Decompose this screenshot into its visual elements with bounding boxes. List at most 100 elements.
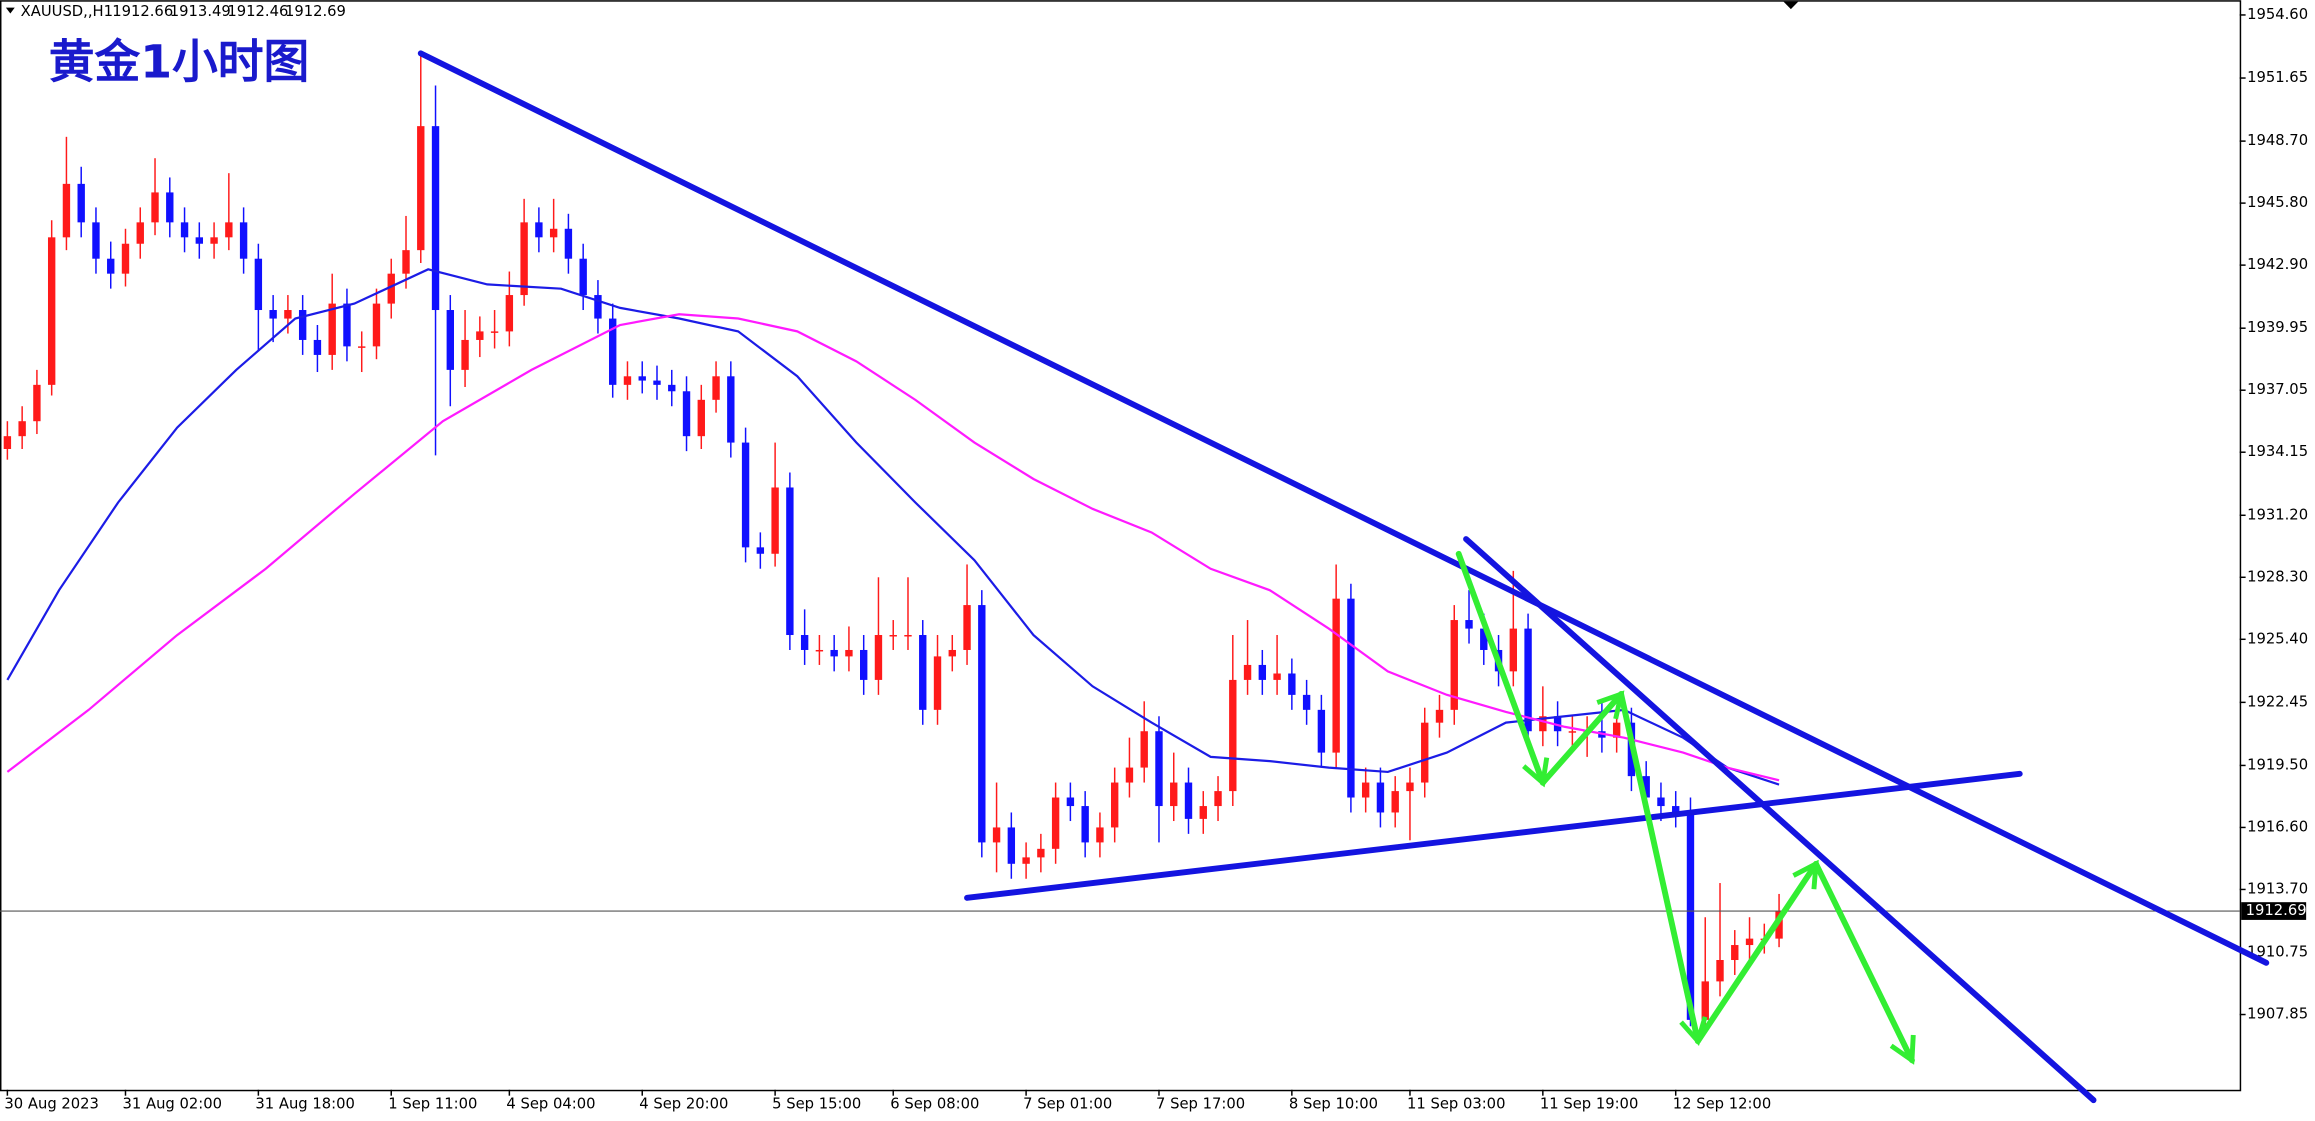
candle-body [815, 649, 824, 652]
candle-body [461, 339, 469, 370]
x-tick-label: 11 Sep 03:00 [1407, 1096, 1505, 1113]
candle-body [298, 310, 307, 340]
quote-low: 1912.46 [227, 3, 288, 20]
candle-body [1465, 620, 1473, 629]
header-icon [5, 7, 15, 14]
candle-body [978, 605, 986, 843]
annotations [417, 50, 2270, 1104]
y-tick-label: 1948.70 [2247, 132, 2308, 149]
trend-line [417, 50, 2270, 966]
candle-body [1317, 709, 1326, 753]
candle-body [1140, 731, 1148, 768]
candle-body [1288, 673, 1296, 695]
candle-body [210, 237, 218, 244]
y-tick-label: 1937.05 [2247, 381, 2308, 398]
y-tick-label: 1925.40 [2247, 630, 2308, 647]
candle-body [1243, 664, 1252, 680]
candle-body [490, 331, 499, 333]
candle-body [904, 635, 912, 637]
candle-body [239, 222, 248, 259]
y-tick-label: 1910.75 [2247, 944, 2308, 961]
y-tick-label: 1934.15 [2247, 443, 2308, 460]
candle-body [431, 126, 440, 311]
candle-body [786, 487, 794, 636]
candle-body [1716, 960, 1724, 982]
y-tick-label: 1907.85 [2247, 1006, 2308, 1023]
candle-body [47, 237, 56, 385]
candle-body [446, 310, 454, 370]
candle-body [1450, 620, 1458, 710]
x-tick-label: 31 Aug 02:00 [123, 1096, 222, 1113]
candle-body [402, 250, 410, 274]
x-tick-label: 8 Sep 10:00 [1289, 1096, 1378, 1113]
arrow [1618, 691, 1698, 1041]
candle-body [269, 310, 277, 319]
candle-body [653, 380, 661, 385]
candle-body [520, 222, 528, 296]
candle-body [1642, 776, 1650, 798]
candle-body [800, 635, 809, 650]
candle-body [1539, 716, 1547, 732]
candle-body [33, 384, 41, 422]
candle-body [313, 339, 322, 355]
moving-average [6, 268, 1780, 786]
candle-body [1421, 722, 1429, 783]
candle-body [328, 303, 336, 355]
candle-body [992, 827, 1001, 843]
candle-body [771, 487, 779, 554]
quote-close: 1912.69 [285, 3, 346, 20]
candle-body [623, 376, 632, 385]
y-tick-label: 1928.30 [2247, 568, 2308, 585]
x-tick-label: 4 Sep 20:00 [639, 1096, 728, 1113]
candle-body [417, 126, 425, 251]
candle-body [476, 331, 484, 340]
candle-body [1745, 938, 1754, 946]
candle-body [1347, 598, 1355, 798]
candle-body [919, 635, 927, 710]
candle-body [1731, 945, 1739, 961]
candle-body [697, 399, 705, 437]
candle-body [195, 237, 204, 244]
candle-body [1051, 797, 1060, 849]
candle-body [1199, 806, 1207, 819]
candle-body [1361, 782, 1370, 798]
candle-body [284, 310, 292, 319]
candle-body [948, 649, 956, 657]
candle-body [712, 376, 720, 400]
quote-open: 1912.66 [112, 3, 173, 20]
y-tick-label: 1939.95 [2247, 319, 2308, 336]
candle-body [254, 258, 263, 311]
candle-body [77, 183, 85, 223]
y-tick-label: 1913.70 [2247, 880, 2308, 897]
y-tick-label: 1922.45 [2247, 693, 2308, 710]
candle-body [1406, 782, 1414, 792]
arrow [1455, 550, 1543, 783]
candle-body [549, 228, 558, 238]
x-tick-label: 1 Sep 11:00 [388, 1096, 477, 1113]
candle-body [1096, 827, 1104, 843]
candle-body [682, 391, 691, 437]
candle-body [1155, 731, 1163, 807]
candle-body [963, 605, 971, 650]
candle-body [1509, 628, 1518, 672]
x-tick-label: 4 Sep 04:00 [506, 1096, 595, 1113]
candle-body [874, 635, 883, 680]
candle-body [564, 228, 573, 259]
trend-line [1463, 536, 2097, 1104]
candle-body [1480, 628, 1488, 650]
candle-body [1258, 664, 1267, 680]
candle-body [756, 547, 765, 554]
moving-average [6, 313, 1780, 782]
x-tick-label: 7 Sep 01:00 [1023, 1096, 1112, 1113]
candle-body [62, 183, 71, 238]
candle-body [180, 222, 189, 238]
candle-body [107, 258, 115, 274]
candle-body [845, 649, 853, 657]
x-tick-label: 6 Sep 08:00 [890, 1096, 979, 1113]
plot-frame [0, 0, 2242, 1092]
x-tick-label: 11 Sep 19:00 [1540, 1096, 1638, 1113]
y-tick-label: 1931.20 [2247, 506, 2308, 523]
arrow-path [1455, 550, 1912, 1060]
shift-marker [1783, 1, 1799, 10]
